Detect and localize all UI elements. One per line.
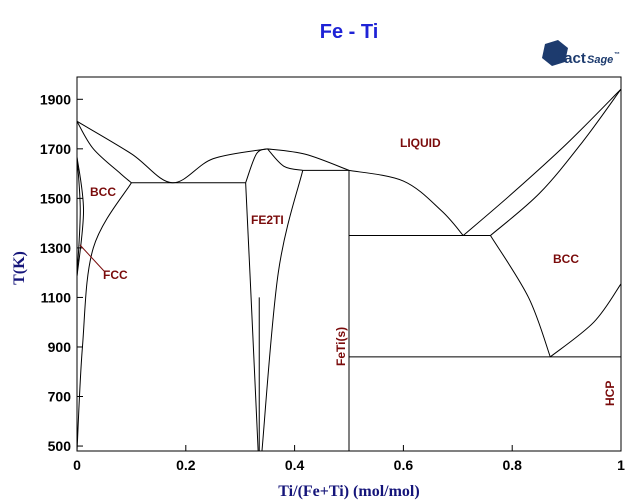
y-tick-label: 1300 — [40, 240, 71, 256]
label-feti: FeTi(s) — [334, 327, 348, 366]
boundary-gamma-loop — [76, 156, 85, 277]
boundary-liquidus-ti-side-high — [462, 88, 622, 236]
chart-title: Fe - Ti — [320, 21, 379, 43]
boundary-fe-side-solvus — [76, 182, 132, 452]
label-bcc-ti: BCC — [553, 252, 579, 266]
boundary-fe2ti-lower-left — [245, 182, 259, 452]
logo-brand-b: Sage — [587, 54, 613, 66]
label-fe2ti: FE2TI — [251, 213, 284, 227]
y-tick-label: 1900 — [40, 91, 71, 107]
boundary-liquidus-ti-side-dome — [348, 169, 464, 236]
x-tick-label: 0.8 — [502, 457, 522, 473]
x-tick-label: 0.4 — [285, 457, 305, 473]
label-liquid: LIQUID — [400, 136, 441, 150]
boundary-fe2ti-left — [245, 148, 268, 183]
boundary-liquidus-fe2ti-feti — [267, 148, 350, 171]
y-tick-label: 900 — [48, 339, 72, 355]
logo-brand-a: Fact — [555, 50, 586, 67]
factsage-logo: Fact Sage ™ — [542, 40, 620, 67]
boundary-gamma-loop-inner — [76, 156, 81, 277]
y-axis-label: T(K) — [11, 251, 28, 285]
boundary-solidus-fe-side — [76, 121, 132, 184]
x-tick-label: 0 — [73, 457, 81, 473]
phase-boundaries — [76, 88, 622, 452]
x-tick-label: 0.6 — [394, 457, 414, 473]
x-tick-label: 1 — [617, 457, 625, 473]
y-tick-label: 500 — [48, 438, 72, 454]
boundary-solidus-ti-side — [490, 88, 622, 236]
axis-ticks: 0 0.2 0.4 0.6 0.8 150070090011001300150017001… — [40, 91, 625, 473]
y-tick-label: 1700 — [40, 141, 71, 157]
y-tick-label: 700 — [48, 389, 72, 405]
label-bcc-fe: BCC — [90, 185, 116, 199]
y-tick-label: 1500 — [40, 190, 71, 206]
label-hcp: HCP — [603, 381, 617, 406]
boundary-fe2ti-right — [267, 148, 303, 171]
logo-hexagon-icon — [542, 40, 568, 66]
boundary-bcc-solvus — [490, 235, 551, 358]
x-tick-label: 0.2 — [176, 457, 196, 473]
label-fcc: FCC — [103, 268, 128, 282]
y-tick-label: 1100 — [41, 289, 72, 305]
logo-tm: ™ — [614, 51, 620, 58]
boundary-bcc-hcp-boundary — [549, 283, 622, 358]
fcc-pointer-line — [79, 244, 105, 272]
x-axis-label: Ti/(Fe+Ti) (mol/mol) — [278, 483, 419, 500]
boundary-liquidus-fe-side — [76, 120, 268, 184]
boundary-fe2ti-lower-right — [261, 170, 304, 452]
